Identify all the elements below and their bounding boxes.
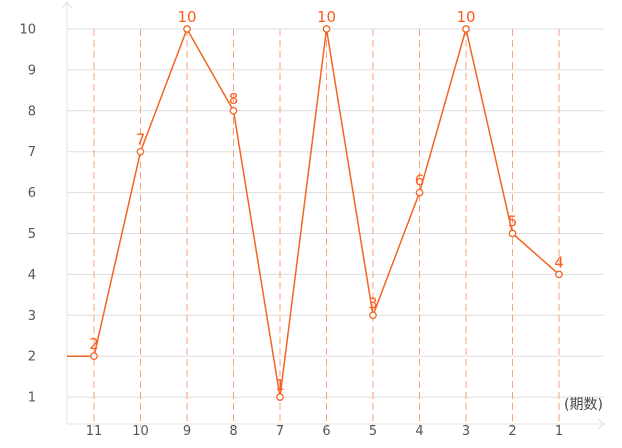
y-tick-labels: 1 2 3 4 5 6 7 8 9 10 [19, 23, 36, 406]
y-tick-label: 1 [28, 391, 36, 406]
data-point [136, 147, 145, 156]
x-tick-label: 11 [86, 424, 103, 439]
x-tick-label: 1 [555, 424, 563, 439]
data-point [276, 393, 284, 401]
data-label: 4 [554, 253, 564, 271]
y-tick-label: 10 [19, 23, 36, 38]
data-label: 10 [456, 8, 475, 26]
data-point [322, 25, 331, 33]
data-label: 7 [136, 131, 146, 149]
data-point [462, 25, 470, 33]
x-tick-labels: 11 10 9 8 7 6 5 4 3 2 1 [86, 424, 563, 439]
data-point [508, 229, 517, 238]
data-label: 10 [317, 8, 336, 26]
data-point [229, 106, 238, 115]
data-point [90, 352, 98, 361]
data-label: 8 [229, 90, 239, 108]
y-tick-label: 8 [28, 104, 36, 119]
data-label: 3 [368, 294, 378, 312]
y-tick-label: 9 [28, 63, 36, 78]
data-label: 10 [177, 8, 196, 26]
data-point [369, 311, 377, 320]
x-tick-label: 3 [462, 424, 470, 439]
data-label: 1 [275, 376, 285, 394]
series [67, 25, 563, 401]
y-tick-label: 7 [28, 145, 36, 160]
x-tick-label: 2 [508, 424, 516, 439]
data-label: 2 [89, 335, 99, 353]
data-label: 5 [508, 213, 518, 231]
x-tick-label: 5 [369, 424, 377, 439]
x-tick-label: 8 [229, 424, 237, 439]
data-label: 6 [415, 172, 425, 190]
y-tick-label: 3 [28, 309, 36, 324]
y-tick-label: 5 [28, 227, 36, 242]
y-tick-label: 2 [28, 350, 36, 365]
axes [61, 1, 605, 430]
x-tick-label: 9 [183, 424, 191, 439]
vertical-guides [93, 29, 560, 428]
grid [67, 28, 604, 398]
y-tick-label: 4 [28, 268, 36, 283]
data-labels: 2 7 10 8 1 10 3 6 10 5 4 [89, 8, 564, 394]
y-tick-label: 6 [28, 186, 36, 201]
x-tick-label: 4 [415, 424, 423, 439]
data-point [555, 270, 563, 279]
y-axis-arrow [61, 1, 73, 9]
x-axis-arrow [597, 418, 605, 430]
x-tick-label: 6 [322, 424, 330, 439]
data-point [415, 188, 424, 197]
data-point [183, 25, 191, 33]
x-tick-label: 10 [132, 424, 149, 439]
x-tick-label: 7 [276, 424, 284, 439]
x-axis-unit: (期数) [564, 397, 603, 413]
